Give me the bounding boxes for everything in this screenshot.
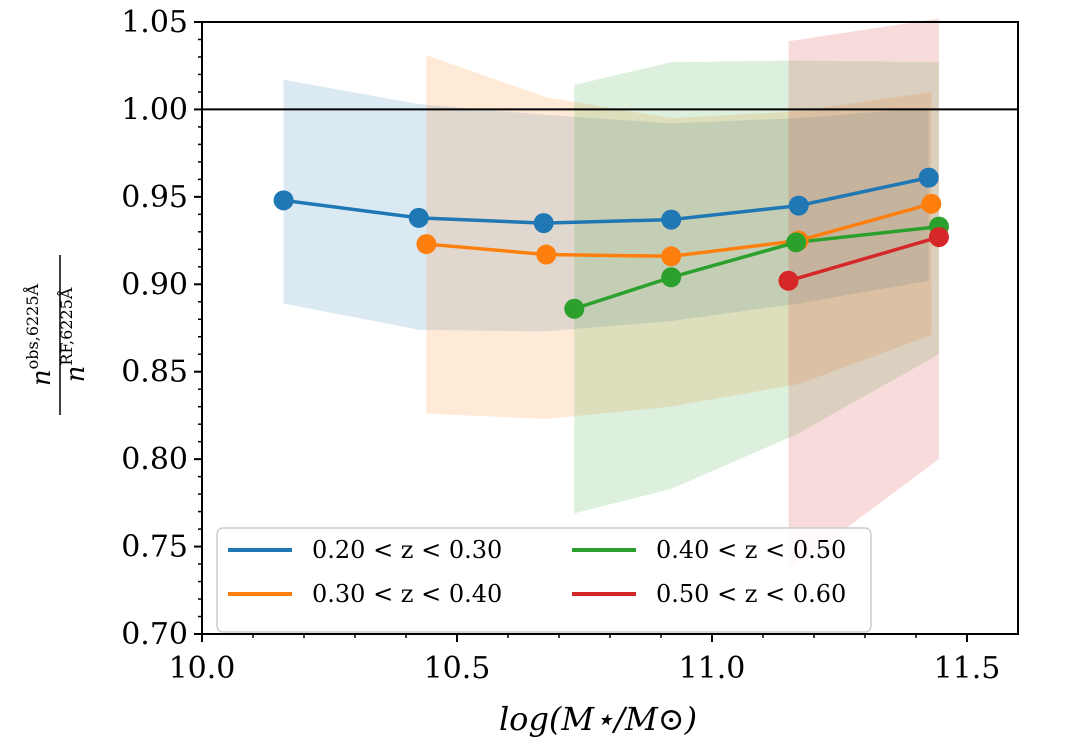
line-series-1 [283, 175, 930, 225]
point-series-4-2 [928, 227, 949, 248]
point-series-1-1 [273, 190, 294, 211]
point-series-3-3 [786, 232, 807, 253]
legend-label-series-1: 0.20 < z < 0.30 [312, 536, 502, 564]
line-series-4 [788, 235, 940, 283]
band-series-1 [283, 79, 929, 332]
point-series-2-5 [921, 193, 942, 214]
legend-label-series-2: 0.30 < z < 0.40 [312, 580, 502, 608]
point-series-2-2 [536, 244, 557, 265]
y-axis-label: nobs,6225Å nRF,6225Å [22, 255, 91, 415]
axis-ticks: 10.0 10.5 11.0 11.5 0.70 0.75 0.80 0.85 0.90 0.95… [121, 5, 1000, 686]
band-series-4 [788, 18, 939, 572]
y-tick-label-5: 0.90 [121, 267, 188, 302]
y-tick-label-8: 1.05 [121, 5, 188, 40]
y-label-num-sup: obs,6225Å [22, 283, 42, 369]
point-series-1-4 [661, 209, 682, 230]
x-tick-label-1: 10.0 [169, 651, 236, 686]
series-lines [283, 175, 940, 311]
point-series-3-2 [661, 267, 682, 288]
y-label-numerator: nobs,6225Å [22, 283, 57, 386]
x-tick-label-4: 11.5 [934, 651, 1001, 686]
point-series-1-5 [788, 195, 809, 216]
point-series-4-1 [778, 270, 799, 291]
x-tick-label-2: 10.5 [424, 651, 491, 686]
point-series-1-2 [408, 207, 429, 228]
uncertainty-bands [283, 18, 939, 572]
legend: 0.20 < z < 0.30 0.30 < z < 0.40 0.40 < z… [216, 527, 872, 633]
y-tick-label-6: 0.95 [121, 180, 188, 215]
legend-box [216, 527, 872, 633]
data-points [273, 167, 949, 319]
y-tick-label-1: 0.70 [121, 617, 188, 652]
y-label-denominator: nRF,6225Å [56, 287, 91, 382]
point-series-2-3 [661, 246, 682, 267]
y-tick-label-7: 1.00 [121, 92, 188, 127]
y-tick-label-4: 0.85 [121, 355, 188, 390]
legend-label-series-3: 0.40 < z < 0.50 [656, 536, 846, 564]
y-label-den-sup: RF,6225Å [56, 287, 76, 365]
point-series-1-3 [533, 213, 554, 234]
y-tick-label-2: 0.75 [121, 530, 188, 565]
x-tick-label-3: 11.0 [679, 651, 746, 686]
point-series-2-1 [416, 234, 437, 255]
band-series-3 [574, 60, 939, 514]
legend-label-series-4: 0.50 < z < 0.60 [656, 580, 846, 608]
band-series-2 [426, 55, 932, 419]
y-tick-label-3: 0.80 [121, 442, 188, 477]
line-series-3 [573, 224, 940, 311]
point-series-1-6 [918, 167, 939, 188]
y-label-num-base: n [27, 369, 57, 386]
point-series-3-1 [564, 298, 585, 319]
x-axis-label: log(M⋆/M⊙) [499, 700, 697, 738]
y-label-den-base: n [61, 366, 91, 383]
